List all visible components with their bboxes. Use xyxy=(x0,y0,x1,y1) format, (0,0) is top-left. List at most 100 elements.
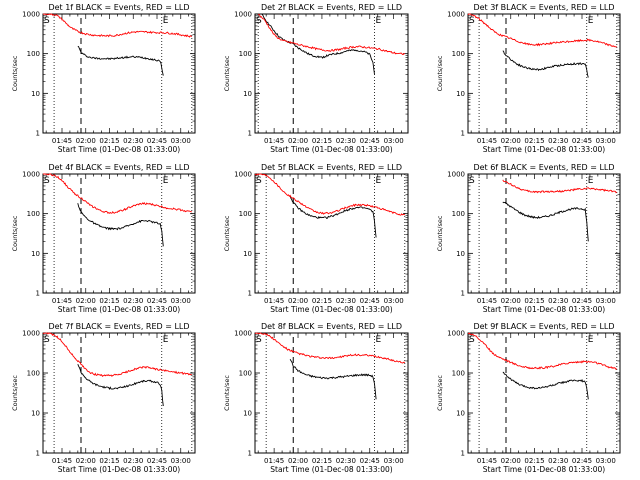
series-events-line xyxy=(261,13,375,75)
x-axis-label: Start Time (01-Dec-08 01:33:00) xyxy=(483,465,605,474)
y-tick-label: 10 xyxy=(456,90,465,98)
series-lld-line xyxy=(467,332,618,370)
panel-title: Det 9f BLACK = Events, RED = LLD xyxy=(473,322,614,331)
y-axis-label: Counts/sec xyxy=(11,55,19,91)
y-tick-label: 1000 xyxy=(234,330,252,338)
x-tick-label: 03:00 xyxy=(171,457,191,465)
x-axis-label: Start Time (01-Dec-08 01:33:00) xyxy=(58,145,180,154)
end-marker-label: E xyxy=(376,335,382,345)
x-tick-label: 02:00 xyxy=(288,457,308,465)
series-events-line xyxy=(77,203,164,247)
end-marker-label: E xyxy=(588,335,594,345)
panel-det-4: Det 4f BLACK = Events, RED = LLD 1 10 100 10… xyxy=(11,163,196,314)
panel-title: Det 4f BLACK = Events, RED = LLD xyxy=(48,163,189,172)
series-events-line xyxy=(289,358,377,400)
x-tick-label: 01:45 xyxy=(52,137,72,145)
x-tick-label: 02:30 xyxy=(123,137,143,145)
x-tick-label: 02:45 xyxy=(147,297,167,305)
x-tick-label: 03:00 xyxy=(384,297,404,305)
x-tick-label: 02:30 xyxy=(548,137,568,145)
start-marker-label: S xyxy=(44,16,50,26)
panel-title: Det 2f BLACK = Events, RED = LLD xyxy=(261,3,402,12)
plot-frame xyxy=(42,332,196,454)
y-tick-label: 1 xyxy=(461,290,465,298)
x-tick-label: 02:15 xyxy=(99,297,119,305)
y-tick-label: 10 xyxy=(243,410,252,418)
series-lld-line xyxy=(42,332,192,378)
y-tick-label: 1000 xyxy=(22,11,40,19)
start-marker-label: S xyxy=(256,16,262,26)
y-tick-label: 100 xyxy=(239,210,252,218)
y-tick-label: 100 xyxy=(452,210,465,218)
x-tick-label: 02:00 xyxy=(76,457,96,465)
y-tick-label: 1 xyxy=(248,450,252,458)
x-tick-label: 01:45 xyxy=(264,137,284,145)
x-tick-label: 02:45 xyxy=(360,297,380,305)
y-axis-label: Counts/sec xyxy=(436,55,444,91)
panel-title: Det 7f BLACK = Events, RED = LLD xyxy=(48,322,189,331)
y-tick-label: 100 xyxy=(452,50,465,58)
series-events-line xyxy=(502,201,589,242)
x-tick-label: 02:00 xyxy=(501,137,521,145)
series-events-line xyxy=(77,45,164,76)
x-tick-label: 02:15 xyxy=(312,457,332,465)
y-tick-label: 1 xyxy=(248,130,252,138)
y-tick-label: 100 xyxy=(27,370,40,378)
x-tick-label: 01:45 xyxy=(52,297,72,305)
end-marker-label: E xyxy=(376,176,382,186)
series-lld-line xyxy=(42,13,193,38)
start-marker-label: S xyxy=(256,335,262,345)
y-axis-label: Counts/sec xyxy=(223,375,231,411)
x-axis-label: Start Time (01-Dec-08 01:33:00) xyxy=(58,465,180,474)
start-marker-label: S xyxy=(256,176,262,186)
panel-title: Det 8f BLACK = Events, RED = LLD xyxy=(261,322,402,331)
panel-det-7: Det 7f BLACK = Events, RED = LLD 1 10 100 10… xyxy=(11,322,196,474)
x-tick-label: 03:00 xyxy=(171,297,191,305)
y-axis-label: Counts/sec xyxy=(11,215,19,251)
x-tick-label: 02:30 xyxy=(336,457,356,465)
x-axis-label: Start Time (01-Dec-08 01:33:00) xyxy=(270,145,392,154)
x-tick-label: 02:45 xyxy=(147,457,167,465)
y-tick-label: 1 xyxy=(36,450,40,458)
start-marker-label: S xyxy=(469,16,475,26)
y-tick-label: 1 xyxy=(248,290,252,298)
start-marker-label: S xyxy=(44,335,50,345)
start-marker-label: S xyxy=(469,176,475,186)
y-axis-label: Counts/sec xyxy=(223,215,231,251)
x-tick-label: 02:45 xyxy=(572,457,592,465)
x-tick-label: 02:00 xyxy=(76,297,96,305)
series-events-line xyxy=(77,364,164,407)
start-marker-label: S xyxy=(469,335,475,345)
y-tick-label: 10 xyxy=(456,250,465,258)
x-tick-label: 02:15 xyxy=(524,297,544,305)
x-tick-label: 02:15 xyxy=(99,137,119,145)
x-tick-label: 02:00 xyxy=(501,457,521,465)
x-tick-label: 01:45 xyxy=(52,457,72,465)
plot-frame xyxy=(42,173,196,294)
x-tick-label: 03:00 xyxy=(596,297,616,305)
y-tick-label: 100 xyxy=(27,210,40,218)
x-tick-label: 02:00 xyxy=(288,297,308,305)
end-marker-label: E xyxy=(163,16,169,26)
plot-frame xyxy=(467,13,621,134)
end-marker-label: E xyxy=(588,176,594,186)
y-axis-label: Counts/sec xyxy=(223,55,231,91)
x-tick-label: 02:00 xyxy=(76,137,96,145)
y-tick-label: 1 xyxy=(36,290,40,298)
series-lld-line xyxy=(258,13,406,55)
x-tick-label: 02:45 xyxy=(572,137,592,145)
y-tick-label: 10 xyxy=(456,410,465,418)
y-tick-label: 10 xyxy=(31,90,40,98)
plot-frame xyxy=(42,13,196,134)
y-tick-label: 100 xyxy=(239,370,252,378)
panel-det-9: Det 9f BLACK = Events, RED = LLD 1 10 100 10… xyxy=(436,322,621,474)
x-tick-label: 02:15 xyxy=(99,457,119,465)
plot-frame xyxy=(254,13,409,134)
y-tick-label: 1000 xyxy=(234,171,252,179)
x-tick-label: 02:30 xyxy=(123,297,143,305)
y-tick-label: 1000 xyxy=(447,171,465,179)
x-tick-label: 02:15 xyxy=(312,137,332,145)
x-tick-label: 02:30 xyxy=(336,137,356,145)
start-marker-label: S xyxy=(44,176,50,186)
panel-title: Det 3f BLACK = Events, RED = LLD xyxy=(473,3,614,12)
